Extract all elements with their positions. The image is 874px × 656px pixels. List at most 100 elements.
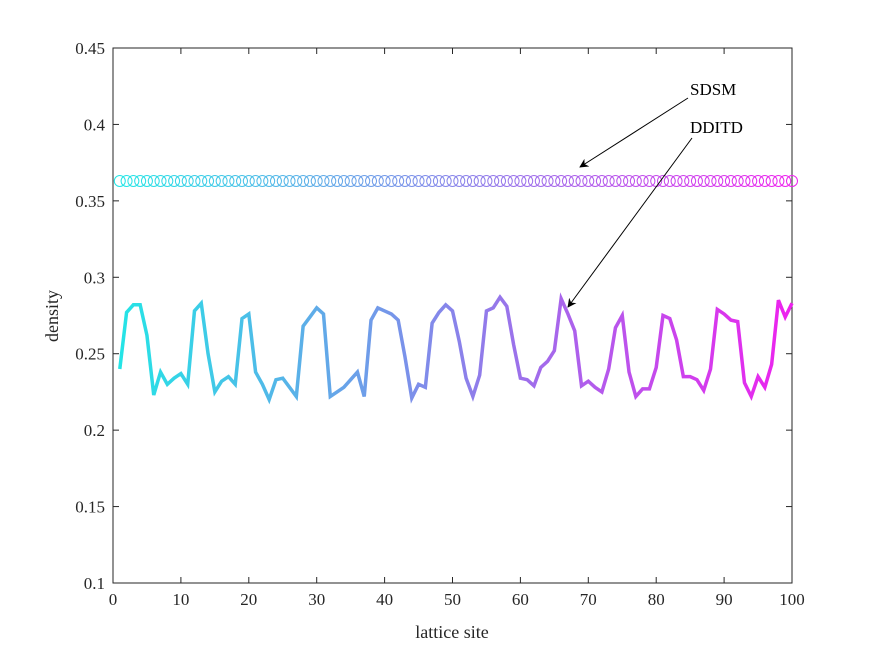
sdsm-point bbox=[446, 174, 459, 187]
x-tick-label: 60 bbox=[512, 590, 529, 609]
sdsm-point bbox=[283, 174, 296, 187]
sdsm-point bbox=[208, 174, 221, 187]
sdsm-point bbox=[561, 174, 574, 187]
sdsm-point bbox=[378, 174, 391, 187]
sdsm-point bbox=[127, 174, 140, 187]
dditd-arrow bbox=[567, 137, 693, 308]
x-tick-label: 90 bbox=[716, 590, 733, 609]
sdsm-point bbox=[276, 174, 289, 187]
sdsm-point bbox=[337, 174, 350, 187]
sdsm-point bbox=[229, 174, 242, 187]
y-tick-label: 0.2 bbox=[84, 421, 105, 440]
sdsm-point bbox=[494, 174, 507, 187]
sdsm-point bbox=[351, 174, 364, 187]
series-dditd bbox=[118, 292, 794, 405]
sdsm-point bbox=[392, 174, 405, 187]
y-axis: 0.1 0.15 0.2 0.25 0.3 0.35 0.4 0.45 bbox=[75, 39, 792, 593]
y-tick-label: 0.3 bbox=[84, 268, 105, 287]
sdsm-point bbox=[303, 174, 316, 187]
sdsm-point bbox=[249, 174, 262, 187]
sdsm-point bbox=[786, 174, 798, 187]
sdsm-point bbox=[439, 174, 452, 187]
sdsm-point bbox=[297, 174, 310, 187]
sdsm-point bbox=[236, 174, 249, 187]
sdsm-point bbox=[195, 174, 208, 187]
sdsm-point bbox=[140, 174, 153, 187]
sdsm-point bbox=[344, 174, 357, 187]
sdsm-point bbox=[480, 174, 493, 187]
sdsm-point bbox=[412, 174, 425, 187]
sdsm-point bbox=[181, 174, 194, 187]
sdsm-point bbox=[609, 174, 622, 187]
sdsm-point bbox=[466, 174, 479, 187]
sdsm-point bbox=[460, 174, 473, 187]
sdsm-point bbox=[487, 174, 500, 187]
sdsm-point bbox=[690, 174, 703, 187]
series-sdsm bbox=[113, 174, 798, 187]
sdsm-point bbox=[623, 174, 636, 187]
sdsm-point bbox=[555, 174, 568, 187]
sdsm-point bbox=[310, 174, 323, 187]
x-tick-label: 20 bbox=[240, 590, 257, 609]
y-tick-label: 0.25 bbox=[75, 345, 105, 364]
sdsm-point bbox=[290, 174, 303, 187]
sdsm-point bbox=[663, 174, 676, 187]
sdsm-point bbox=[331, 174, 344, 187]
sdsm-point bbox=[398, 174, 411, 187]
y-tick-label: 0.35 bbox=[75, 192, 105, 211]
x-tick-label: 10 bbox=[172, 590, 189, 609]
sdsm-point bbox=[154, 174, 167, 187]
sdsm-point bbox=[514, 174, 527, 187]
sdsm-point bbox=[147, 174, 160, 187]
x-axis: 0 10 20 30 40 50 60 70 80 90 100 bbox=[109, 48, 805, 609]
sdsm-point bbox=[541, 174, 554, 187]
y-tick-label: 0.15 bbox=[75, 498, 105, 517]
x-tick-label: 40 bbox=[376, 590, 393, 609]
sdsm-point bbox=[575, 174, 588, 187]
sdsm-point bbox=[684, 174, 697, 187]
sdsm-point bbox=[616, 174, 629, 187]
sdsm-point bbox=[113, 174, 126, 187]
x-tick-label: 50 bbox=[444, 590, 461, 609]
sdsm-point bbox=[371, 174, 384, 187]
sdsm-point bbox=[697, 174, 710, 187]
sdsm-point bbox=[473, 174, 486, 187]
x-tick-label: 80 bbox=[648, 590, 665, 609]
sdsm-point bbox=[670, 174, 683, 187]
sdsm-point bbox=[215, 174, 228, 187]
dditd-annotation-label: DDITD bbox=[690, 118, 743, 137]
sdsm-point bbox=[202, 174, 215, 187]
sdsm-point bbox=[419, 174, 432, 187]
sdsm-point bbox=[432, 174, 445, 187]
sdsm-point bbox=[602, 174, 615, 187]
sdsm-point bbox=[752, 174, 765, 187]
sdsm-point bbox=[120, 174, 133, 187]
sdsm-point bbox=[324, 174, 337, 187]
sdsm-point bbox=[568, 174, 581, 187]
x-axis-label: lattice site bbox=[415, 622, 488, 642]
sdsm-point bbox=[718, 174, 731, 187]
x-tick-label: 100 bbox=[779, 590, 805, 609]
sdsm-arrow bbox=[579, 97, 689, 168]
sdsm-point bbox=[738, 174, 751, 187]
sdsm-point bbox=[731, 174, 744, 187]
dditd-line bbox=[118, 292, 794, 405]
sdsm-point bbox=[453, 174, 466, 187]
sdsm-point bbox=[426, 174, 439, 187]
x-tick-label: 30 bbox=[308, 590, 325, 609]
sdsm-point bbox=[385, 174, 398, 187]
sdsm-point bbox=[507, 174, 520, 187]
sdsm-point bbox=[582, 174, 595, 187]
sdsm-point bbox=[534, 174, 547, 187]
sdsm-point bbox=[222, 174, 235, 187]
sdsm-point bbox=[263, 174, 276, 187]
x-tick-label: 70 bbox=[580, 590, 597, 609]
sdsm-point bbox=[256, 174, 269, 187]
y-axis-label: density bbox=[42, 290, 62, 342]
sdsm-point bbox=[724, 174, 737, 187]
sdsm-point bbox=[656, 174, 669, 187]
y-tick-label: 0.4 bbox=[84, 115, 106, 134]
sdsm-point bbox=[677, 174, 690, 187]
sdsm-point bbox=[765, 174, 778, 187]
